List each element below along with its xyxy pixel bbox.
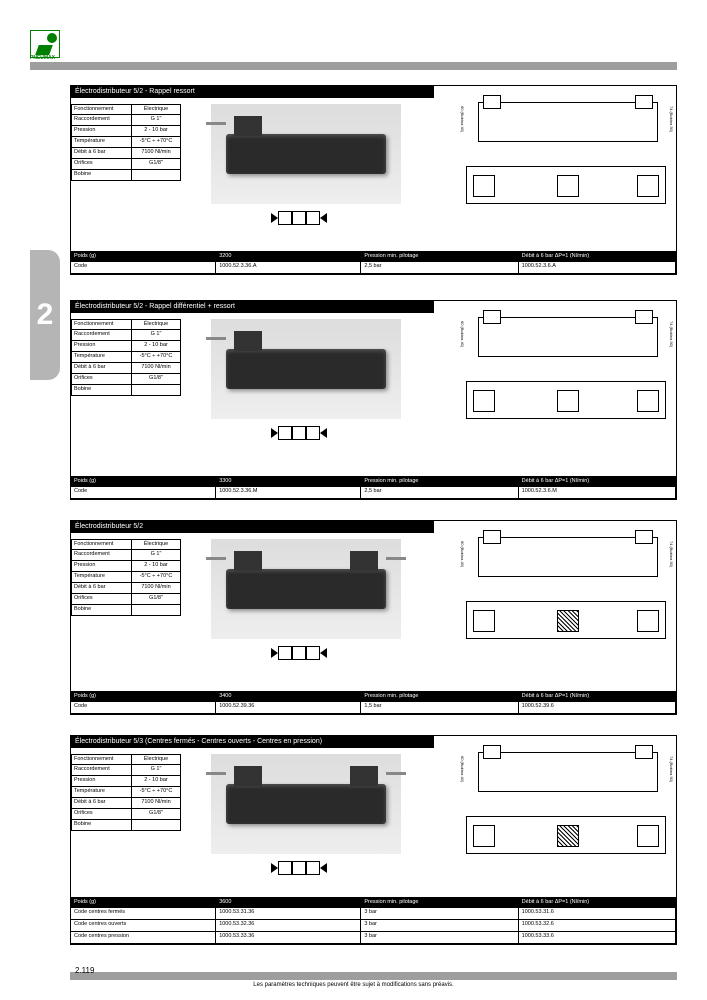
spec-row: Bobine xyxy=(71,820,181,831)
product-block: Électrodistributeur 5/2 - Rappel ressort… xyxy=(70,85,677,275)
spec-row: Pression2 - 10 bar xyxy=(71,341,181,352)
product-title: Électrodistributeur 5/2 - Rappel différe… xyxy=(71,301,434,313)
spec-row: Débit à 6 bar7100 Nl/min xyxy=(71,363,181,374)
pneumatic-symbol xyxy=(271,211,351,229)
pneumatic-symbol xyxy=(271,646,351,664)
product-block: Électrodistributeur 5/2 FonctionnementÉl… xyxy=(70,520,677,715)
product-title: Électrodistributeur 5/3 (Centres fermés … xyxy=(71,736,434,748)
section-tab: 2 xyxy=(30,250,60,380)
order-table: Poids (g)3600Pression min. pilotageDébit… xyxy=(71,897,676,944)
order-table: Poids (g)3300Pression min. pilotageDébit… xyxy=(71,476,676,499)
spec-row: Bobine xyxy=(71,605,181,616)
header-divider xyxy=(30,62,677,70)
order-row: Code centres ouverts1000.53.32.363 bar10… xyxy=(71,920,676,932)
spec-row: Température-5°C ÷ +70°C xyxy=(71,787,181,798)
order-table: Poids (g)3200Pression min. pilotageDébit… xyxy=(71,251,676,274)
spec-table: FonctionnementÉlectriqueRaccordementG 1"… xyxy=(71,754,181,831)
technical-drawing: 60 (Bobina 40) 74 (Bobina 50) xyxy=(462,311,672,441)
spec-row: Pression2 - 10 bar xyxy=(71,561,181,572)
product-photo xyxy=(211,754,401,854)
spec-row: FonctionnementÉlectrique xyxy=(71,539,181,550)
spec-row: OrificesG1/8" xyxy=(71,159,181,170)
order-row: Code1000.52.3.36.A2,5 bar1000.52.3.6.A xyxy=(71,262,676,274)
brand-logo xyxy=(30,30,60,58)
pneumatic-symbol xyxy=(271,426,351,444)
pneumatic-symbol xyxy=(271,861,351,879)
spec-row: Débit à 6 bar7100 Nl/min xyxy=(71,148,181,159)
product-photo xyxy=(211,319,401,419)
technical-drawing: 60 (Bobina 40) 74 (Bobina 50) xyxy=(462,746,672,876)
technical-drawing: 60 (Bobina 40) 74 (Bobina 50) xyxy=(462,531,672,661)
footer-disclaimer: Les paramètres techniques peuvent être s… xyxy=(0,982,707,988)
order-row: Code centres fermés1000.53.31.363 bar100… xyxy=(71,908,676,920)
spec-table: FonctionnementÉlectriqueRaccordementG 1"… xyxy=(71,539,181,616)
spec-row: Température-5°C ÷ +70°C xyxy=(71,572,181,583)
spec-row: Bobine xyxy=(71,170,181,181)
order-header: Poids (g)3300Pression min. pilotageDébit… xyxy=(71,477,676,487)
order-table: Poids (g)3400Pression min. pilotageDébit… xyxy=(71,691,676,714)
spec-table: FonctionnementÉlectriqueRaccordementG 1"… xyxy=(71,104,181,181)
spec-row: Température-5°C ÷ +70°C xyxy=(71,352,181,363)
spec-row: RaccordementG 1" xyxy=(71,330,181,341)
spec-row: Bobine xyxy=(71,385,181,396)
technical-drawing: 60 (Bobina 40) 74 (Bobina 50) xyxy=(462,96,672,226)
footer-divider xyxy=(70,972,677,980)
product-block: Électrodistributeur 5/3 (Centres fermés … xyxy=(70,735,677,945)
product-title: Électrodistributeur 5/2 - Rappel ressort xyxy=(71,86,434,98)
product-title: Électrodistributeur 5/2 xyxy=(71,521,434,533)
spec-row: RaccordementG 1" xyxy=(71,550,181,561)
order-header: Poids (g)3400Pression min. pilotageDébit… xyxy=(71,692,676,702)
order-row: Code1000.52.39.361,5 bar1000.52.39.6 xyxy=(71,702,676,714)
order-row: Code centres pression1000.53.33.363 bar1… xyxy=(71,932,676,944)
page-number: 2.119 xyxy=(75,966,94,975)
spec-row: OrificesG1/8" xyxy=(71,594,181,605)
spec-row: OrificesG1/8" xyxy=(71,809,181,820)
spec-table: FonctionnementÉlectriqueRaccordementG 1"… xyxy=(71,319,181,396)
spec-row: RaccordementG 1" xyxy=(71,115,181,126)
spec-row: Débit à 6 bar7100 Nl/min xyxy=(71,583,181,594)
order-row: Code1000.52.3.36.M2,5 bar1000.52.3.6.M xyxy=(71,487,676,499)
spec-row: FonctionnementÉlectrique xyxy=(71,104,181,115)
spec-row: Débit à 6 bar7100 Nl/min xyxy=(71,798,181,809)
order-header: Poids (g)3200Pression min. pilotageDébit… xyxy=(71,252,676,262)
order-header: Poids (g)3600Pression min. pilotageDébit… xyxy=(71,898,676,908)
spec-row: FonctionnementÉlectrique xyxy=(71,319,181,330)
product-photo xyxy=(211,104,401,204)
spec-row: OrificesG1/8" xyxy=(71,374,181,385)
product-photo xyxy=(211,539,401,639)
spec-row: Température-5°C ÷ +70°C xyxy=(71,137,181,148)
product-block: Électrodistributeur 5/2 - Rappel différe… xyxy=(70,300,677,500)
spec-row: Pression2 - 10 bar xyxy=(71,776,181,787)
spec-row: RaccordementG 1" xyxy=(71,765,181,776)
spec-row: Pression2 - 10 bar xyxy=(71,126,181,137)
brand-name: PNEUMAX xyxy=(30,55,55,61)
spec-row: FonctionnementÉlectrique xyxy=(71,754,181,765)
